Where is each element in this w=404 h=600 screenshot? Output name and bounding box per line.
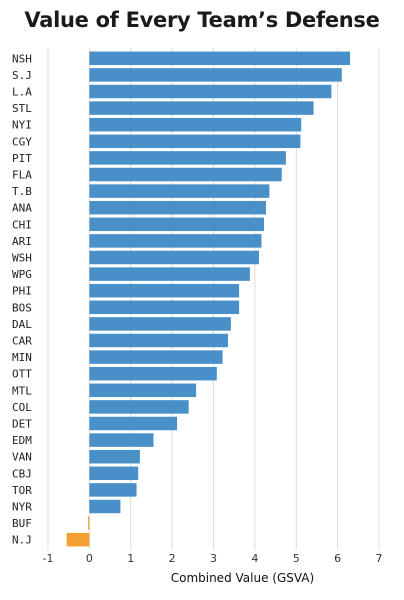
team-label-ott: OTT [12, 368, 32, 381]
team-label-buf: BUF [12, 517, 32, 530]
team-label-det: DET [12, 418, 32, 431]
x-tick-label-6: 5 [293, 552, 300, 565]
bar-nj [66, 532, 90, 547]
team-label-bos: BOS [12, 301, 32, 314]
team-label-col: COL [12, 401, 32, 414]
bar-min [89, 350, 223, 364]
team-label-nj: N.J [12, 534, 32, 547]
bar-phi [89, 283, 240, 298]
team-label-wpg: WPG [12, 268, 32, 281]
bar-nyi [89, 117, 302, 132]
bars [66, 51, 351, 547]
x-tick-label-3: 2 [169, 552, 176, 565]
bar-edm [89, 433, 154, 447]
bar-col [89, 400, 189, 414]
chart-title: Value of Every Team’s Defense [24, 8, 380, 32]
bar-sj [89, 68, 342, 82]
x-tick-label-4: 3 [210, 552, 217, 565]
gridlines [47, 48, 380, 550]
team-label-mtl: MTL [12, 384, 32, 397]
bar-stl [89, 101, 314, 115]
x-tick-label-8: 7 [376, 552, 383, 565]
bar-car [89, 333, 228, 348]
team-label-ari: ARI [12, 235, 32, 248]
bar-ott [89, 366, 217, 381]
team-labels: NSH S.J L.A STL NYI CGY PIT FLA T.B ANA CHI ARI WSH W… [12, 52, 32, 546]
bar-nyr [89, 499, 121, 514]
team-label-nyr: NYR [12, 501, 32, 514]
team-label-fla: FLA [12, 169, 32, 182]
team-label-min: MIN [12, 351, 32, 364]
team-label-chi: CHI [12, 218, 32, 231]
team-label-nyi: NYI [12, 119, 32, 132]
x-tick-label-0: -1 [43, 552, 54, 565]
team-label-dal: DAL [12, 318, 32, 331]
team-label-la: L.A [12, 86, 32, 99]
team-label-phi: PHI [12, 285, 32, 298]
team-label-nsh: NSH [12, 52, 32, 65]
bar-det [89, 416, 178, 431]
team-label-ana: ANA [12, 202, 32, 215]
x-tick-label-5: 4 [251, 552, 258, 565]
team-label-pit: PIT [12, 152, 32, 165]
team-label-tb: T.B [12, 185, 32, 198]
bar-ana [89, 200, 267, 215]
team-label-cgy: CGY [12, 135, 32, 148]
x-axis-ticks: -1 0 1 2 3 4 5 6 7 [43, 552, 383, 565]
bar-pit [89, 151, 286, 165]
bar-nsh [89, 51, 351, 66]
team-label-van: VAN [12, 451, 32, 464]
bar-cbj [89, 466, 139, 481]
bar-mtl [89, 383, 197, 398]
bar-fla [89, 167, 282, 182]
team-label-sj: S.J [12, 69, 32, 82]
team-label-car: CAR [12, 335, 32, 348]
team-label-edm: EDM [12, 434, 32, 447]
team-label-wsh: WSH [12, 252, 32, 265]
team-label-tor: TOR [12, 484, 32, 497]
x-tick-label-1: 0 [86, 552, 93, 565]
bar-van [89, 449, 140, 464]
bar-bos [89, 300, 240, 315]
x-axis-title: Combined Value (GSVA) [171, 571, 314, 585]
bar-cgy [89, 134, 301, 149]
bar-la [89, 84, 332, 99]
bar-tor [89, 483, 137, 497]
bar-ari [89, 234, 262, 248]
bar-tb [89, 184, 270, 198]
team-label-cbj: CBJ [12, 467, 32, 480]
x-tick-label-2: 1 [127, 552, 134, 565]
bar-wpg [89, 267, 250, 281]
bar-chi [89, 217, 264, 232]
bar-buf [88, 516, 90, 530]
team-label-stl: STL [12, 102, 32, 115]
bar-dal [89, 317, 231, 331]
x-tick-label-7: 6 [334, 552, 341, 565]
bar-wsh [89, 250, 260, 265]
